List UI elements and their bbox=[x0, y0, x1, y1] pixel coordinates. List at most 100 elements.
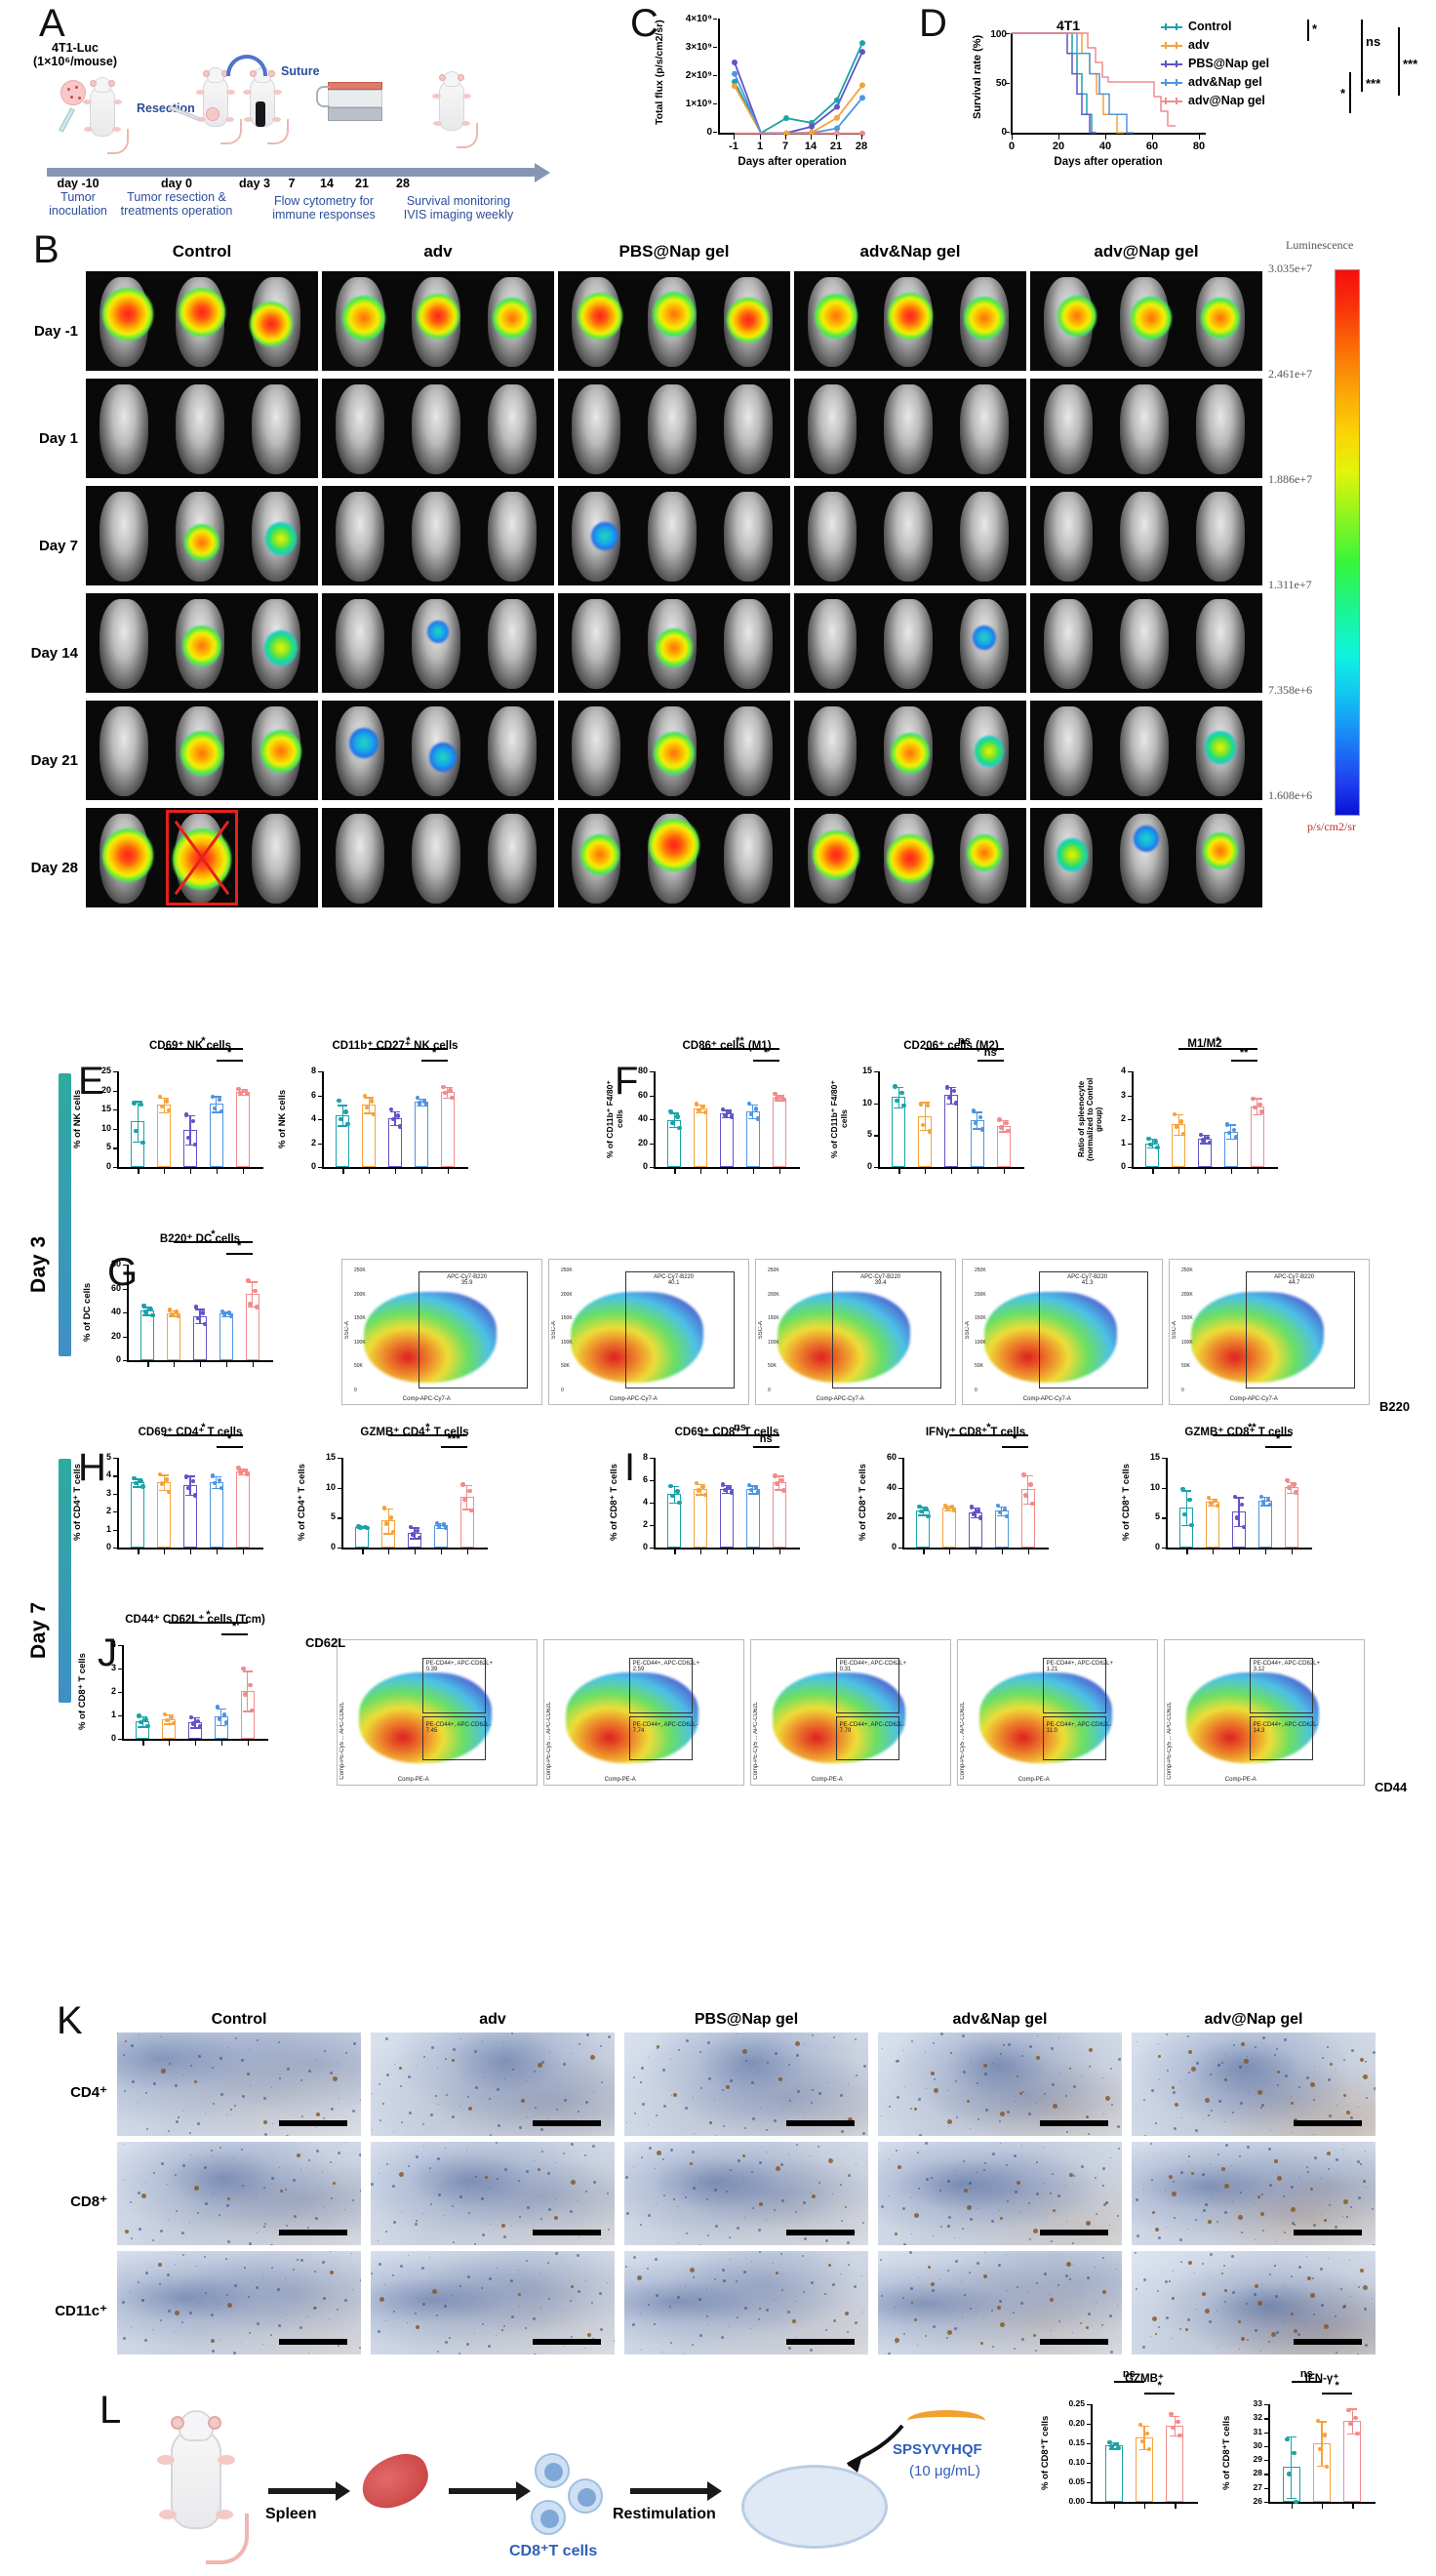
chart-data-point bbox=[1267, 1502, 1272, 1508]
gate-rectangle[interactable] bbox=[628, 1658, 694, 1713]
cell-nucleus-speck bbox=[1165, 2191, 1166, 2192]
cell-nucleus-speck bbox=[855, 2232, 856, 2233]
colorbar-gradient bbox=[1335, 269, 1360, 816]
dab-positive-cell bbox=[812, 2194, 816, 2198]
cell-nucleus-speck bbox=[446, 2094, 448, 2096]
cell-nucleus-speck bbox=[130, 2291, 131, 2292]
cell-nucleus-speck bbox=[189, 2132, 191, 2134]
cell-nucleus-speck bbox=[307, 2316, 308, 2317]
cell-nucleus-speck bbox=[227, 2047, 228, 2048]
gate-rectangle[interactable] bbox=[1246, 1271, 1355, 1389]
dab-positive-cell bbox=[1188, 2155, 1190, 2157]
cell-nucleus-speck bbox=[926, 2088, 927, 2089]
chart-data-point bbox=[450, 1095, 455, 1101]
gate-rectangle-lower[interactable] bbox=[1042, 1716, 1107, 1760]
cell-nucleus-speck bbox=[759, 2072, 760, 2073]
legend-item-adv[interactable]: adv bbox=[1161, 36, 1269, 55]
dab-positive-cell bbox=[980, 2342, 983, 2345]
cell-nucleus-speck bbox=[1102, 2077, 1103, 2078]
gate-rectangle[interactable] bbox=[1039, 1271, 1148, 1389]
flow-y-tick: 200K bbox=[768, 1291, 779, 1298]
gate-rectangle[interactable] bbox=[835, 1658, 900, 1713]
cell-nucleus-speck bbox=[591, 2302, 593, 2304]
chart-error-cap bbox=[1347, 2434, 1358, 2435]
cell-nucleus-speck bbox=[678, 2049, 680, 2051]
mouse-bioluminescence-image bbox=[1120, 492, 1169, 582]
gate-rectangle[interactable] bbox=[832, 1271, 941, 1389]
chart-y-axis-label: % of CD11b⁺ F4/80⁺ cells bbox=[829, 1080, 849, 1158]
chart-data-point bbox=[160, 1481, 165, 1486]
scale-bar bbox=[533, 2120, 601, 2126]
cell-nucleus-speck bbox=[1101, 2324, 1103, 2326]
legend-item-adv-and-nap-gel[interactable]: adv&Nap gel bbox=[1161, 73, 1269, 92]
panel-c-total-flux-chart: C Total flux (p/s/cm2/sr) 4×10⁹ 3×10⁹ 2×… bbox=[624, 0, 917, 229]
cell-nucleus-speck bbox=[888, 2353, 891, 2355]
flow-x-axis-label: Comp-APC-Cy7-A bbox=[816, 1396, 864, 1402]
cell-nucleus-speck bbox=[700, 2177, 701, 2178]
gate-rectangle-lower[interactable] bbox=[835, 1716, 900, 1760]
cell-nucleus-speck bbox=[338, 2152, 340, 2154]
chart-bar bbox=[720, 1113, 734, 1167]
chart-error-cap bbox=[211, 1096, 221, 1098]
gate-rectangle[interactable] bbox=[1249, 1658, 1314, 1713]
cell-nucleus-speck bbox=[698, 2298, 701, 2301]
chart-y-tick bbox=[113, 1493, 117, 1496]
cell-nucleus-speck bbox=[1029, 2045, 1032, 2048]
legend-item-control[interactable]: Control bbox=[1161, 18, 1269, 36]
cell-nucleus-speck bbox=[608, 2035, 611, 2038]
chart-y-tick bbox=[650, 1143, 654, 1145]
chart-x-tick bbox=[1291, 1550, 1293, 1554]
cell-nucleus-speck bbox=[578, 2111, 579, 2113]
gate-rectangle[interactable] bbox=[419, 1271, 528, 1389]
significance-bracket bbox=[1264, 1446, 1292, 1448]
cell-nucleus-speck bbox=[555, 2162, 556, 2163]
chart-data-point bbox=[177, 1313, 181, 1318]
cell-nucleus-speck bbox=[803, 2291, 805, 2293]
legend-item-adv-at-nap-gel[interactable]: adv@Nap gel bbox=[1161, 92, 1269, 110]
cell-nucleus-speck bbox=[1109, 2225, 1110, 2226]
cell-nucleus-speck bbox=[1194, 2273, 1195, 2274]
chart-data-point bbox=[417, 1101, 421, 1106]
cell-nucleus-speck bbox=[153, 2082, 156, 2085]
chart-error-bar bbox=[189, 1115, 191, 1145]
dab-positive-cell bbox=[1307, 2171, 1309, 2173]
chart-data-point bbox=[1180, 1486, 1185, 1492]
cell-nucleus-speck bbox=[677, 2296, 680, 2299]
dab-positive-cell bbox=[931, 2282, 935, 2286]
chart-y-tick-label: 27 bbox=[1253, 2481, 1262, 2492]
dab-positive-cell bbox=[1340, 2288, 1342, 2290]
scale-bar bbox=[786, 2230, 855, 2235]
cell-nucleus-speck bbox=[270, 2334, 272, 2336]
legend-item-pbs-nap-gel[interactable]: PBS@Nap gel bbox=[1161, 55, 1269, 73]
gate-rectangle[interactable] bbox=[421, 1658, 487, 1713]
cell-nucleus-speck bbox=[1351, 2049, 1354, 2052]
panel-b-cell bbox=[1030, 808, 1262, 907]
scale-bar bbox=[1294, 2230, 1362, 2235]
dab-positive-cell bbox=[931, 2072, 935, 2075]
chart-data-point bbox=[448, 1088, 453, 1093]
scale-bar bbox=[533, 2230, 601, 2235]
dab-positive-cell bbox=[931, 2177, 933, 2179]
chart-error-cap bbox=[133, 1486, 143, 1488]
gate-rectangle[interactable] bbox=[1042, 1658, 1107, 1713]
panel-b-cell bbox=[1030, 593, 1262, 693]
cell-nucleus-speck bbox=[459, 2106, 460, 2107]
cell-nucleus-speck bbox=[626, 2212, 629, 2215]
gate-rectangle-lower[interactable] bbox=[421, 1716, 487, 1760]
cell-nucleus-speck bbox=[766, 2129, 768, 2131]
gate-rectangle-lower[interactable] bbox=[628, 1716, 694, 1760]
cell-nucleus-speck bbox=[743, 2271, 746, 2274]
chart-data-point bbox=[677, 1125, 682, 1131]
gate-rectangle-lower[interactable] bbox=[1249, 1716, 1314, 1760]
cell-nucleus-speck bbox=[1117, 2215, 1119, 2217]
dab-positive-cell bbox=[848, 2117, 853, 2122]
chart-y-axis bbox=[1091, 2404, 1093, 2502]
cell-nucleus-speck bbox=[1211, 2199, 1212, 2200]
density-cloud bbox=[1191, 1292, 1324, 1383]
chart-error-bar bbox=[1026, 1474, 1029, 1504]
cell-nucleus-speck bbox=[933, 2235, 934, 2236]
mouse-bioluminescence-image bbox=[488, 814, 537, 904]
chart-data-point bbox=[1253, 1106, 1257, 1110]
chart-y-tick-label: 0 bbox=[310, 1161, 316, 1171]
gate-rectangle[interactable] bbox=[625, 1271, 735, 1389]
